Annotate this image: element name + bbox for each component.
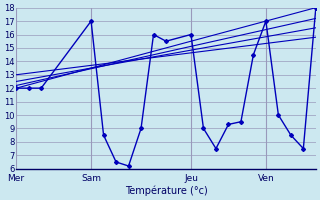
X-axis label: Température (°c): Température (°c) [124,185,207,196]
